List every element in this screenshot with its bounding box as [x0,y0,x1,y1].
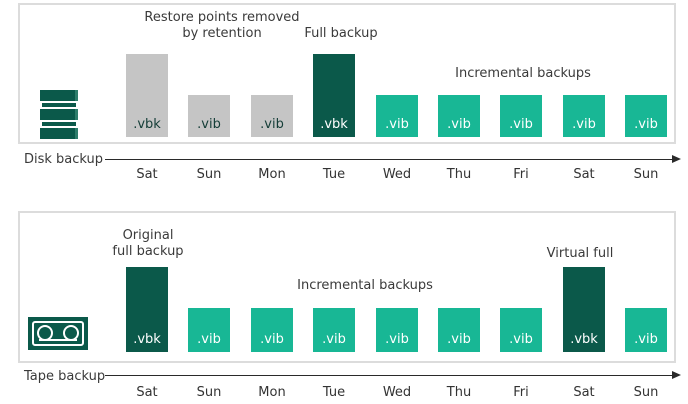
incremental-backups-annotation: Incremental backups [455,66,591,81]
file-extension-label: .vbk [133,332,161,347]
removed-backup-bar-sat: .vbk [126,54,168,137]
file-extension-label: .vib [322,332,346,347]
incremental-backup-bar-wed: .vib [376,95,418,137]
file-extension-label: .vib [197,332,221,347]
day-label-fri-6: Fri [513,167,529,182]
day-label-tue-3: Tue [322,385,346,400]
day-label-wed-4: Wed [382,385,412,400]
day-label-sun-8: Sun [633,385,659,400]
retention-annotation: Restore points removed by retention [97,10,347,42]
retention-annotation-line1: Restore points removed [144,10,300,25]
file-extension-label: .vib [634,117,658,132]
incremental-backup-bar-sun: .vib [188,308,230,352]
timeline-arrow [105,371,681,379]
day-label-sat-0: Sat [136,385,158,400]
day-label-sat-7: Sat [573,167,595,182]
incremental-backup-bar-sat: .vib [563,95,605,137]
file-extension-label: .vib [447,332,471,347]
file-extension-label: .vib [572,117,596,132]
file-extension-label: .vib [447,117,471,132]
disk-axis-label: Disk backup [24,152,104,167]
original-full-backup-annotation: Original full backup [73,228,223,260]
file-extension-label: .vib [197,117,221,132]
day-label-fri-6: Fri [513,385,529,400]
retention-annotation-line2: by retention [182,26,262,41]
incremental-backup-bar-fri: .vib [500,95,542,137]
incremental-backups-annotation: Incremental backups [297,278,433,293]
file-extension-label: .vib [385,117,409,132]
full-backup-annotation: Full backup [304,26,378,41]
tape-strip [39,339,77,341]
file-extension-label: .vbk [570,332,598,347]
day-label-thu-5: Thu [446,385,472,400]
day-label-mon-2: Mon [258,385,286,400]
disk-storage-icon [40,90,78,141]
tape-bars: .vbk .vib .vib .vib .vib .vib .vib .vbk .vib [20,213,674,352]
virtual-full-annotation: Virtual full [546,246,614,261]
day-label-mon-2: Mon [258,167,286,182]
timeline-arrow [105,155,681,163]
day-label-tue-3: Tue [322,167,346,182]
incremental-backup-bar-thu: .vib [438,95,480,137]
file-extension-label: .vib [385,332,409,347]
day-label-sat-0: Sat [136,167,158,182]
removed-backup-bar-sun: .vib [188,95,230,137]
day-label-wed-4: Wed [382,167,412,182]
original-annotation-line2: full backup [112,244,184,259]
disk-bars: .vbk .vib .vib .vbk .vib .vib .vib .vib .vib [20,5,674,137]
day-label-sun-1: Sun [196,167,222,182]
disk-timeline: Disk backup Sat Sun Mon Tue Wed Thu Fri Sat Sun [0,150,688,196]
file-extension-label: .vib [634,332,658,347]
incremental-backup-bar-tue: .vib [313,308,355,352]
tape-backup-panel: Original full backup Incremental backups… [18,211,676,363]
tape-axis-label: Tape backup [24,369,106,384]
file-extension-label: .vbk [320,117,348,132]
day-label-sun-1: Sun [196,385,222,400]
incremental-backup-bar-thu: .vib [438,308,480,352]
file-extension-label: .vib [260,117,284,132]
tape-cassette-icon [28,317,88,350]
file-extension-label: .vib [260,332,284,347]
incremental-backup-bar-sun: .vib [625,95,667,137]
file-extension-label: .vib [509,117,533,132]
day-label-thu-5: Thu [446,167,472,182]
day-label-sun-8: Sun [633,167,659,182]
original-annotation-line1: Original [122,228,174,243]
removed-backup-bar-mon: .vib [251,95,293,137]
disk-backup-panel: Restore points removed by retention Full… [18,3,676,144]
incremental-backup-bar-mon: .vib [251,308,293,352]
file-extension-label: .vbk [133,117,161,132]
incremental-backup-bar-sun: .vib [625,308,667,352]
day-label-sat-7: Sat [573,385,595,400]
file-extension-label: .vib [509,332,533,347]
incremental-backup-bar-wed: .vib [376,308,418,352]
full-backup-bar-tue: .vbk [313,54,355,137]
incremental-backup-bar-fri: .vib [500,308,542,352]
tape-timeline: Tape backup Sat Sun Mon Tue Wed Thu Fri Sat Sun [0,366,688,404]
full-backup-bar-sat: .vbk [563,267,605,352]
full-backup-bar-sat: .vbk [126,267,168,352]
